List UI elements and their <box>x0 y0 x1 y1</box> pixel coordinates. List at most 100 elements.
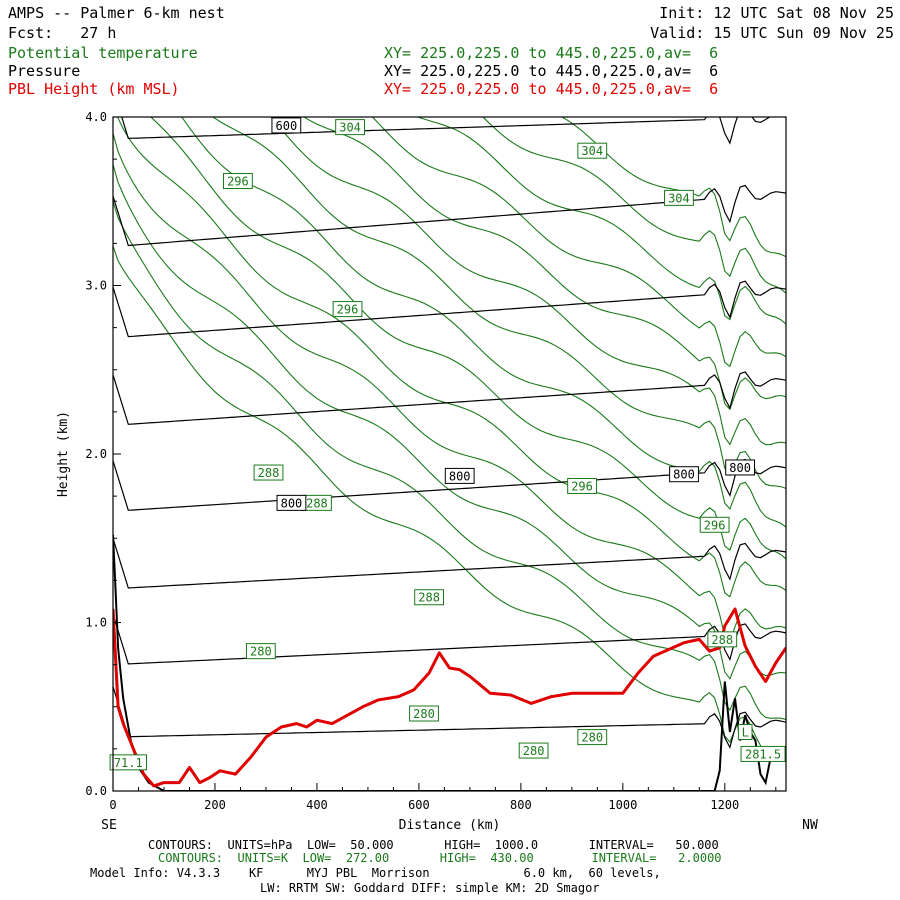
pressure-label-box <box>276 494 307 511</box>
pbl-height-point <box>754 665 757 668</box>
pbl-height-point <box>764 680 767 683</box>
pbl-height-point <box>683 641 685 644</box>
terrain-outline <box>113 534 786 791</box>
y-tick-label: 2.0 <box>85 447 107 461</box>
theta-label: 296 <box>227 175 249 189</box>
theta-contours <box>113 117 786 761</box>
pbl-height-point <box>550 695 553 698</box>
pressure-contour-line <box>113 686 786 750</box>
pbl-height-point <box>571 692 573 695</box>
x-end-label-se: SE <box>101 818 117 833</box>
field-name-pressure: Pressure <box>8 62 81 80</box>
pbl-height-point <box>458 668 461 671</box>
pbl-height-point <box>377 699 379 701</box>
pressure-contour-line <box>113 613 786 665</box>
theta-contour-line <box>113 133 786 643</box>
theta-label-box <box>518 742 549 759</box>
forecast-hour: Fcst: 27 h <box>8 24 117 42</box>
pressure-label: 800 <box>729 461 751 475</box>
theta-label: 304 <box>581 144 603 158</box>
theta-contour-line <box>269 117 786 446</box>
footer-physics: LW: RRTM SW: Goddard DIFF: simple KM: 2D… <box>260 881 600 895</box>
theta-label: 304 <box>339 121 361 135</box>
low-label-box <box>109 754 147 771</box>
pbl-height-point <box>530 702 532 705</box>
x-tick-label: 1200 <box>710 798 739 812</box>
theta-label: 288 <box>418 591 440 605</box>
pbl-height-point <box>305 726 308 728</box>
plot-title: AMPS -- Palmer 6-km nest <box>8 4 225 22</box>
y-tick-label: 1.0 <box>85 616 107 630</box>
y-tick-label: 3.0 <box>85 279 107 293</box>
theta-label: 280 <box>581 731 603 745</box>
pbl-height-point <box>724 625 726 627</box>
pbl-height-point <box>209 776 211 779</box>
theta-contour-line <box>181 117 786 528</box>
pbl-height-line <box>113 607 786 788</box>
theta-label-box <box>699 516 730 533</box>
pbl-height-point <box>775 662 777 664</box>
pbl-height-point <box>509 694 512 696</box>
theta-label-box <box>664 189 694 206</box>
theta-label: 280 <box>413 707 435 721</box>
pbl-height-point <box>117 705 119 708</box>
theta-label-box <box>253 464 284 481</box>
theta-label: 296 <box>337 303 359 317</box>
x-tick-label: 600 <box>408 798 430 812</box>
theta-contour-line <box>303 117 786 411</box>
pressure-label-box <box>669 466 699 483</box>
pbl-height-point <box>249 756 252 759</box>
theta-label-box <box>707 631 738 648</box>
pbl-height-point <box>132 748 135 750</box>
axes: 0 200 400 600 800 1000 1200 0.0 1.0 2.0 3.0 4.0 Dist… <box>56 110 818 833</box>
theta-contour-line <box>113 201 786 721</box>
pbl-height-point <box>744 645 747 647</box>
x-tick-label: 0 <box>109 798 116 812</box>
pressure-label: 800 <box>449 469 471 483</box>
field-xy-pbl: XY= 225.0,225.0 to 445.0,225.0,av= 6 <box>384 80 719 98</box>
theta-label-box <box>223 173 253 190</box>
init-time: Init: 12 UTC Sat 08 Nov 25 <box>659 4 894 22</box>
pressure-label-box <box>444 467 475 484</box>
x-tick-label: 200 <box>204 798 226 812</box>
theta-label-box <box>409 705 439 722</box>
pbl-height-point <box>219 769 221 772</box>
pressure-label: 600 <box>276 119 298 133</box>
pbl-height-point <box>122 722 124 725</box>
field-xy-pressure: XY= 225.0,225.0 to 445.0,225.0,av= 6 <box>384 62 719 80</box>
low-label-box <box>737 724 753 741</box>
theta-contour-line <box>371 117 786 368</box>
pbl-height-point <box>469 675 471 678</box>
y-tick-label: 4.0 <box>85 110 107 124</box>
pbl-height-point <box>163 781 165 784</box>
pbl-height-point <box>428 672 430 674</box>
theta-label-box <box>567 478 597 495</box>
theta-label: 288 <box>306 496 328 510</box>
theta-contour-line <box>117 117 786 598</box>
low-label-box <box>740 745 786 762</box>
footer-pressure-contours: CONTOURS: UNITS=hPa LOW= 50.000 HIGH= 10… <box>148 838 719 852</box>
theta-label: 288 <box>258 466 280 480</box>
low-label: 71.1 <box>114 756 143 770</box>
theta-label: 296 <box>704 518 726 532</box>
theta-label-box <box>414 589 445 606</box>
pressure-contour-line <box>113 538 786 589</box>
field-xy-theta: XY= 225.0,225.0 to 445.0,225.0,av= 6 <box>384 44 719 62</box>
theta-label: 304 <box>668 191 690 205</box>
pressure-contour-line <box>121 117 786 145</box>
pbl-height-point <box>280 726 283 728</box>
pbl-height-point <box>413 689 415 691</box>
theta-contour-line <box>212 117 786 489</box>
pressure-contour-line <box>113 371 786 425</box>
pbl-height-point <box>698 638 701 641</box>
pbl-height-point <box>667 648 670 651</box>
low-label: 281.5 <box>745 747 781 761</box>
theta-contour-line <box>482 117 786 294</box>
pressure-label: 800 <box>281 496 303 510</box>
pbl-height-point <box>448 667 451 669</box>
pbl-height-point <box>188 766 191 769</box>
low-label: L <box>742 726 749 740</box>
pbl-height-point <box>265 736 267 738</box>
theta-label: 296 <box>571 480 593 494</box>
